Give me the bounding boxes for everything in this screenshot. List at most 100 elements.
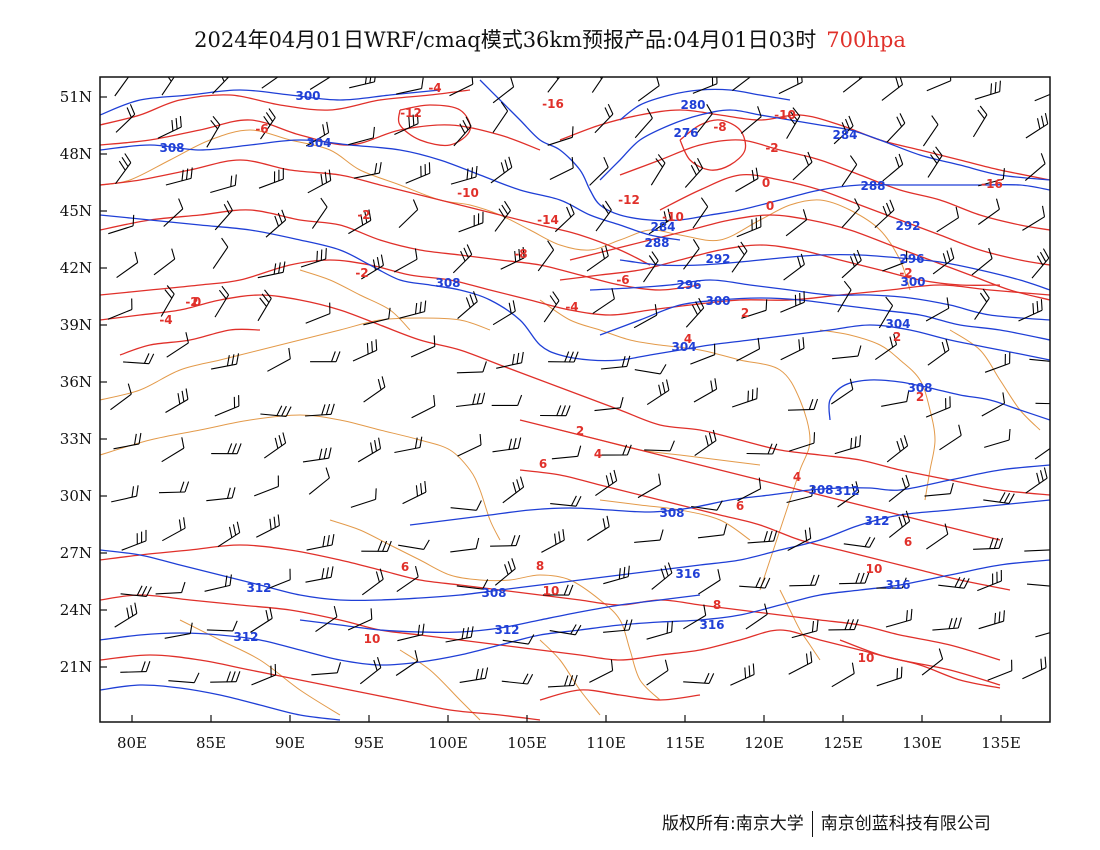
border-line (539, 639, 601, 716)
wind-barb (1022, 205, 1046, 231)
wind-barb (394, 248, 418, 273)
wind-barb (359, 657, 382, 685)
lon-label: 120E (744, 734, 784, 752)
temperature-label: -8 (514, 247, 527, 261)
wind-barb (885, 608, 913, 628)
height-contour-line (299, 594, 701, 634)
height-contour-line (100, 499, 1050, 602)
wind-barb (163, 198, 184, 227)
wind-barb (646, 379, 670, 406)
wind-barb (212, 237, 229, 269)
wind-barb (398, 199, 419, 228)
wind-barb (834, 435, 862, 455)
wind-barb (450, 500, 482, 511)
wind-barb (492, 77, 515, 104)
wind-barb (683, 604, 707, 630)
wind-barb (603, 565, 630, 585)
temperature-label: -4 (565, 300, 578, 314)
plot-frame (99, 76, 1051, 723)
wind-barb (492, 437, 522, 453)
lat-label: 45N (60, 202, 92, 220)
wind-barb (695, 104, 713, 135)
temperature-label: -2 (765, 141, 778, 155)
wind-barb (633, 304, 658, 329)
wind-barb (977, 198, 1000, 225)
wind-barb (595, 200, 612, 232)
wind-barb (490, 535, 521, 547)
wind-barb (308, 467, 330, 495)
wind-barb (214, 200, 233, 231)
wind-barb (458, 211, 484, 233)
wind-barb (456, 361, 487, 374)
wind-barb (212, 77, 230, 94)
wind-barb (926, 77, 952, 92)
wind-barb (837, 280, 852, 313)
wind-barb (1025, 467, 1048, 494)
wind-barb (839, 572, 870, 585)
wind-barb (307, 169, 332, 194)
wind-barb (256, 514, 280, 538)
temperature-label: 6 (904, 535, 912, 549)
wind-barb (690, 343, 716, 365)
wind-barb (309, 77, 332, 90)
lon-label: 105E (507, 734, 547, 752)
wind-barb (735, 167, 759, 192)
wind-barb (554, 203, 575, 233)
wind-barb (972, 105, 988, 138)
wind-barb (650, 154, 666, 186)
wind-barb (841, 198, 860, 228)
wind-barb (736, 337, 761, 362)
wind-barb (537, 240, 555, 272)
temperature-label: -4 (428, 81, 441, 95)
temperature-label: 8 (536, 559, 544, 573)
wind-barb (691, 500, 723, 511)
wind-barb (828, 619, 859, 631)
height-label: 284 (832, 128, 857, 142)
border-line (100, 317, 491, 401)
lat-label: 51N (60, 88, 92, 106)
wind-barb (1031, 248, 1050, 279)
border-line (329, 519, 661, 701)
wind-barb (1034, 447, 1050, 460)
wind-barb (155, 581, 186, 595)
wind-barb (789, 432, 816, 452)
wind-barb (1035, 632, 1050, 638)
temperature-label: 10 (543, 584, 560, 598)
wind-barb (257, 289, 272, 322)
wind-barb (977, 569, 1002, 592)
wind-barb (348, 126, 375, 146)
wind-barb (789, 574, 820, 587)
height-label: 312 (246, 581, 271, 595)
height-label: 304 (885, 317, 910, 331)
wind-barb (594, 103, 614, 134)
wind-barb (500, 246, 525, 270)
footer-left: 版权所有:南京大学 (662, 814, 804, 834)
wind-barb (305, 302, 331, 324)
wind-barb (787, 398, 819, 411)
isotherm-line (100, 594, 1001, 686)
lat-label: 30N (60, 487, 92, 505)
isotherm-line (100, 89, 471, 126)
wind-barb (786, 485, 814, 504)
wind-barb (692, 77, 718, 94)
wind-barb (745, 603, 768, 630)
lat-label: 42N (60, 259, 92, 277)
wind-barb (502, 634, 535, 645)
height-label: 300 (295, 89, 320, 103)
wind-barb (684, 158, 704, 188)
wind-barb (453, 116, 472, 147)
wind-barb (543, 291, 560, 323)
wind-barb (348, 209, 372, 235)
lat-label: 24N (60, 601, 92, 619)
wind-barb (457, 291, 478, 320)
temperature-label: -4 (159, 313, 172, 327)
wind-barb (110, 383, 132, 411)
border-lines (100, 129, 1041, 721)
lon-label: 100E (428, 734, 468, 752)
wind-barb (250, 607, 273, 633)
height-label: 296 (899, 252, 924, 266)
wind-barb (643, 251, 659, 283)
wind-barb (736, 215, 762, 238)
wind-barb (888, 510, 911, 538)
height-label: 308 (435, 276, 460, 290)
